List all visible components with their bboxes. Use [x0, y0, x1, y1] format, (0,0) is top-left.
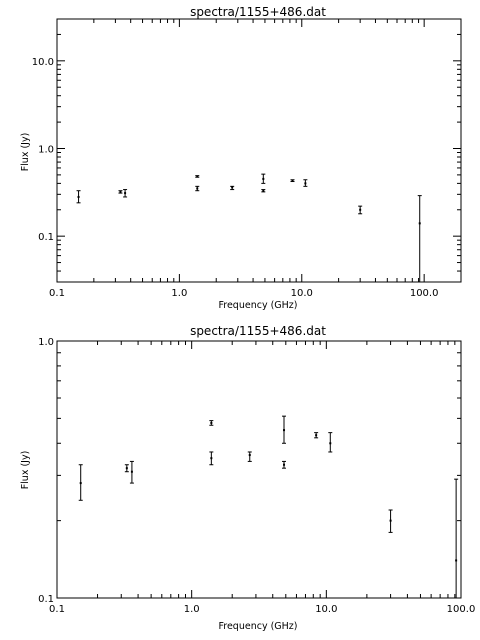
- bottom-data-point: [247, 451, 252, 462]
- bottom-data-marker: [283, 463, 286, 466]
- top-data-point: [417, 195, 422, 283]
- bottom-x-axis-label: Frequency (GHz): [218, 621, 297, 632]
- bottom-x-tick-label: 1.0: [184, 604, 200, 615]
- top-data-point: [230, 185, 235, 191]
- bottom-data-marker: [79, 482, 82, 485]
- bottom-y-axis-label: Flux (Jy): [20, 451, 31, 490]
- top-data-marker: [196, 187, 199, 190]
- bottom-data-point: [209, 451, 214, 466]
- top-x-tick-label: 0.1: [49, 288, 65, 299]
- top-spectrum-panel: spectra/1155+486.dat 0.1 1.0 10.0 100.0 0.1 1…: [20, 5, 462, 311]
- bottom-data-point: [78, 464, 83, 501]
- top-data-point: [118, 190, 123, 194]
- bottom-data-point: [388, 509, 393, 533]
- top-data-marker: [262, 189, 265, 192]
- top-data-marker: [262, 177, 265, 180]
- bottom-data-marker: [130, 470, 133, 473]
- bottom-data-point: [314, 432, 319, 439]
- bottom-data-marker: [210, 457, 213, 460]
- bottom-plot-marks: 0.1 1.0 10.0 100.0 0.1 1.0: [38, 337, 475, 615]
- bottom-data-point: [282, 460, 287, 469]
- bottom-data-marker: [329, 442, 332, 445]
- top-data-point: [303, 179, 308, 187]
- top-data-marker: [119, 190, 122, 193]
- top-data-point: [358, 205, 363, 215]
- top-data-point: [290, 179, 295, 183]
- top-data-point: [261, 173, 266, 184]
- top-data-point: [195, 175, 200, 178]
- top-y-tick-label: 1.0: [38, 144, 54, 155]
- top-x-axis-label: Frequency (GHz): [218, 300, 297, 311]
- bottom-y-tick-label: 1.0: [38, 337, 54, 348]
- bottom-data-marker: [389, 519, 392, 522]
- top-plot-frame: [56, 18, 462, 283]
- top-panel-title: spectra/1155+486.dat: [190, 5, 326, 19]
- top-data-marker: [231, 186, 234, 189]
- top-data-point: [123, 189, 128, 198]
- bottom-panel-title: spectra/1155+486.dat: [190, 324, 326, 338]
- bottom-data-marker: [283, 429, 286, 432]
- top-data-marker: [196, 175, 199, 178]
- bottom-x-tick-label: 10.0: [315, 604, 337, 615]
- bottom-data-point: [454, 478, 459, 599]
- top-plot-marks: 0.1 1.0 10.0 100.0 0.1 1.0 10.0: [32, 19, 461, 299]
- top-data-marker: [359, 208, 362, 211]
- bottom-data-point: [129, 460, 134, 484]
- bottom-x-tick-label: 0.1: [49, 604, 65, 615]
- bottom-data-marker: [315, 434, 318, 437]
- top-y-axis-label: Flux (Jy): [20, 133, 31, 172]
- top-x-tick-label: 1.0: [171, 288, 187, 299]
- top-data-marker: [418, 222, 421, 225]
- top-data-marker: [124, 192, 127, 195]
- top-data-point: [261, 189, 266, 193]
- top-y-tick-label: 0.1: [38, 232, 54, 243]
- top-data-marker: [304, 182, 307, 185]
- bottom-data-point: [328, 432, 333, 453]
- bottom-y-tick-label: 0.1: [38, 594, 54, 605]
- bottom-plot-frame: [56, 340, 462, 599]
- bottom-data-point: [209, 420, 214, 426]
- top-data-point: [195, 185, 200, 192]
- top-x-tick-label: 100.0: [410, 288, 439, 299]
- bottom-data-point: [282, 415, 287, 444]
- bottom-spectrum-panel: spectra/1155+486.dat 0.1 1.0 10.0 100.0 0.1 1…: [20, 324, 475, 632]
- top-data-marker: [77, 195, 80, 198]
- top-y-tick-label: 10.0: [32, 57, 54, 68]
- top-data-marker: [291, 179, 294, 182]
- top-x-tick-label: 10.0: [291, 288, 313, 299]
- bottom-x-tick-label: 100.0: [447, 604, 476, 615]
- bottom-data-marker: [248, 454, 251, 457]
- bottom-data-marker: [455, 559, 458, 562]
- bottom-data-marker: [210, 421, 213, 424]
- bottom-data-marker: [125, 467, 128, 470]
- bottom-data-point: [124, 464, 129, 473]
- top-data-point: [76, 190, 81, 204]
